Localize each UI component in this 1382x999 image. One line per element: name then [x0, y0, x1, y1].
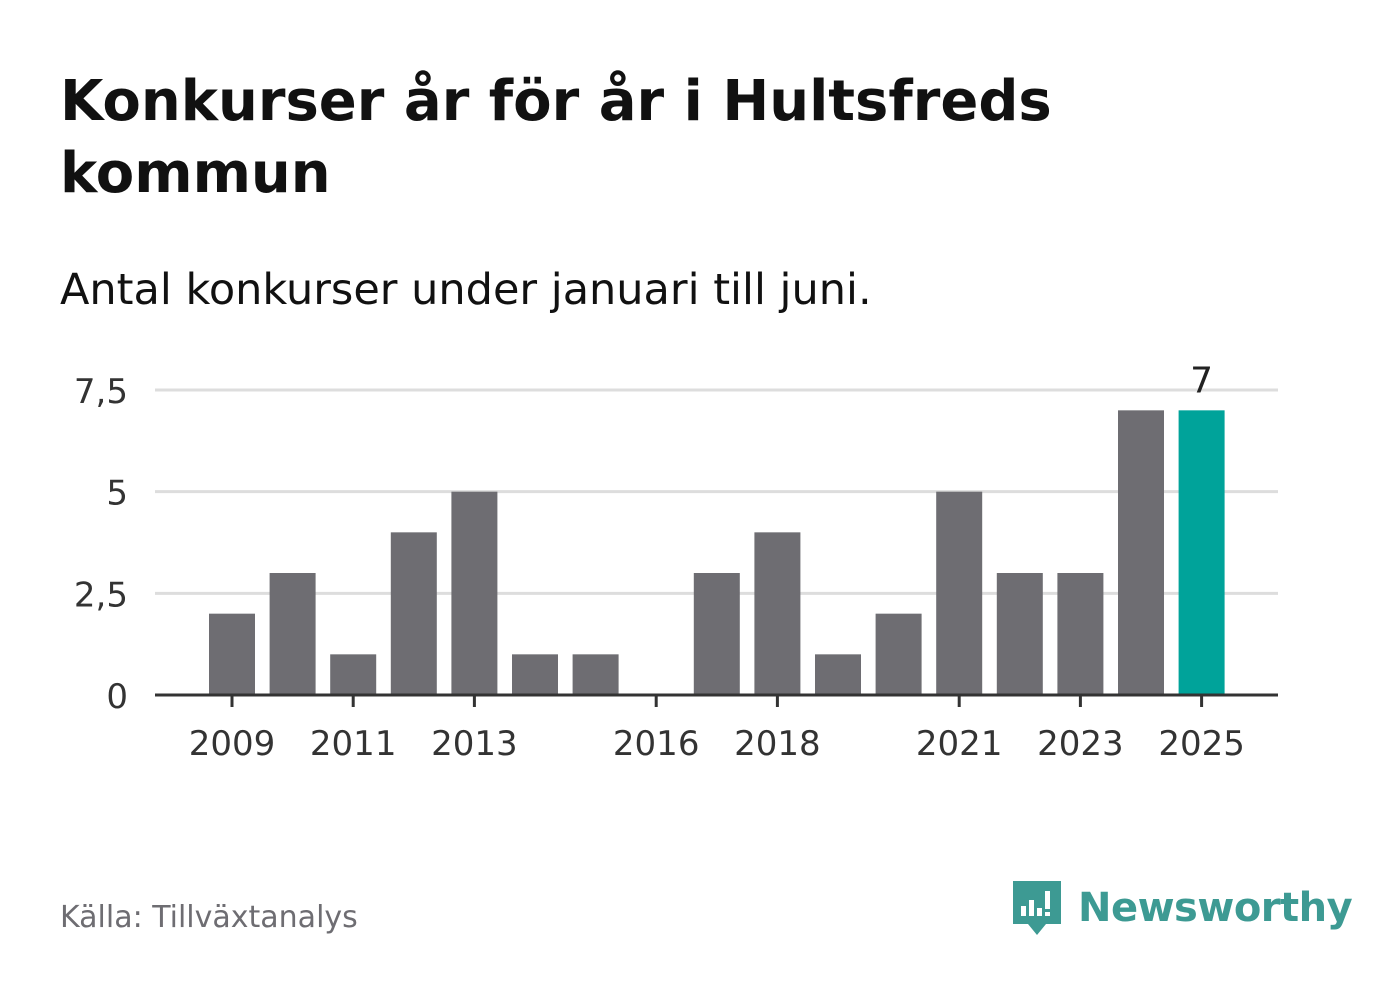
bar-2015 — [572, 654, 619, 695]
x-tick-label: 2013 — [431, 724, 518, 764]
bar-2014 — [512, 654, 558, 695]
bar-2025 — [1178, 410, 1225, 695]
newsworthy-logo-icon — [1013, 881, 1061, 935]
bar-2017 — [693, 573, 740, 695]
bar-2021 — [936, 491, 983, 695]
y-tick-label: 5 — [106, 474, 128, 514]
x-tick-label: 2018 — [734, 724, 821, 764]
bar-2011 — [330, 654, 377, 695]
x-tick-label: 2021 — [916, 724, 1003, 764]
bar-2019 — [815, 654, 861, 695]
y-tick-label: 2,5 — [74, 575, 128, 615]
brand-name: Newsworthy — [1078, 885, 1353, 931]
bar-2013 — [451, 491, 498, 695]
x-tick-label: 2011 — [310, 724, 397, 764]
x-tick-label: 2009 — [189, 724, 276, 764]
data-label-highlight: 7 — [1190, 360, 1213, 401]
bar-2009 — [209, 613, 255, 695]
bar-2024 — [1118, 410, 1164, 695]
y-tick-label: 0 — [106, 677, 128, 717]
bar-2010 — [269, 573, 316, 695]
chart-title: Konkurser år för år i Hultsfreds kommun — [60, 69, 1052, 206]
bar-2022 — [996, 573, 1043, 695]
source-note: Källa: Tillväxtanalys — [60, 900, 358, 935]
bar-2018 — [754, 532, 801, 695]
x-tick-label: 2016 — [613, 724, 700, 764]
bar-2023 — [1057, 573, 1104, 695]
chart-subtitle: Antal konkurser under januari till juni. — [60, 265, 872, 315]
bar-2020 — [875, 613, 922, 695]
x-tick-label: 2025 — [1158, 724, 1245, 764]
y-tick-label: 7,5 — [74, 372, 128, 412]
bar-2012 — [390, 532, 437, 695]
brand-logo[interactable]: Newsworthy — [1010, 878, 1353, 938]
x-tick-label: 2023 — [1037, 724, 1124, 764]
